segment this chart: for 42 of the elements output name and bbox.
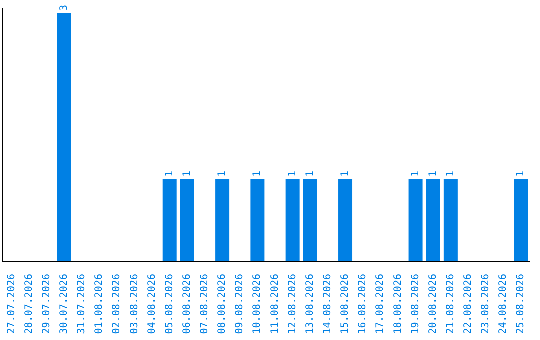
x-tick-label: 14.08.2026: [322, 274, 334, 334]
data-label: 1: [164, 170, 176, 177]
x-tick-label: 05.08.2026: [164, 274, 176, 334]
data-label: 1: [428, 170, 439, 177]
x-tick-label: 24.08.2026: [498, 274, 510, 334]
x-tick-label: 20.08.2026: [428, 274, 439, 334]
x-tick-label: 16.08.2026: [358, 274, 369, 334]
data-label: 1: [252, 170, 264, 177]
data-label: 1: [410, 170, 422, 177]
data-label: 1: [304, 170, 316, 177]
data-label: 1: [340, 170, 352, 177]
x-tick-label: 25.08.2026: [516, 274, 527, 334]
x-tick-label: 13.08.2026: [304, 274, 316, 334]
data-label: 1: [516, 170, 527, 177]
x-tick-label: 18.08.2026: [392, 274, 404, 334]
x-tick-label: 28.07.2026: [24, 274, 35, 334]
x-tick-label: 07.08.2026: [200, 274, 211, 334]
x-tick-label: 31.07.2026: [76, 274, 88, 334]
x-tick-label: 21.08.2026: [445, 274, 456, 334]
x-tick-label: 04.08.2026: [146, 274, 158, 334]
x-tick-label: 10.08.2026: [252, 274, 264, 334]
x-tick-label: 17.08.2026: [375, 274, 386, 334]
x-tick-label: 06.08.2026: [182, 274, 193, 334]
x-tick-label: 09.08.2026: [234, 274, 246, 334]
x-tick-label: 30.07.2026: [58, 274, 70, 334]
x-tick-label: 03.08.2026: [129, 274, 140, 334]
x-tick-label: 12.08.2026: [287, 274, 298, 334]
x-tick-label: 11.08.2026: [270, 274, 281, 334]
x-tick-label: 15.08.2026: [340, 274, 352, 334]
data-label: 3: [58, 4, 70, 11]
x-tick-label: 01.08.2026: [94, 274, 106, 334]
x-tick-label: 23.08.2026: [480, 274, 492, 334]
x-tick-label: 29.07.2026: [41, 274, 52, 334]
data-label: 1: [217, 170, 228, 177]
x-tick-label: 08.08.2026: [217, 274, 228, 334]
x-tick-label: 22.08.2026: [463, 274, 474, 334]
data-label: 1: [182, 170, 193, 177]
data-label: 1: [287, 170, 298, 177]
data-label: 1: [445, 170, 456, 177]
x-tick-label: 27.07.2026: [6, 274, 18, 334]
x-tick-label: 19.08.2026: [410, 274, 422, 334]
x-tick-label: 02.08.2026: [112, 274, 123, 334]
